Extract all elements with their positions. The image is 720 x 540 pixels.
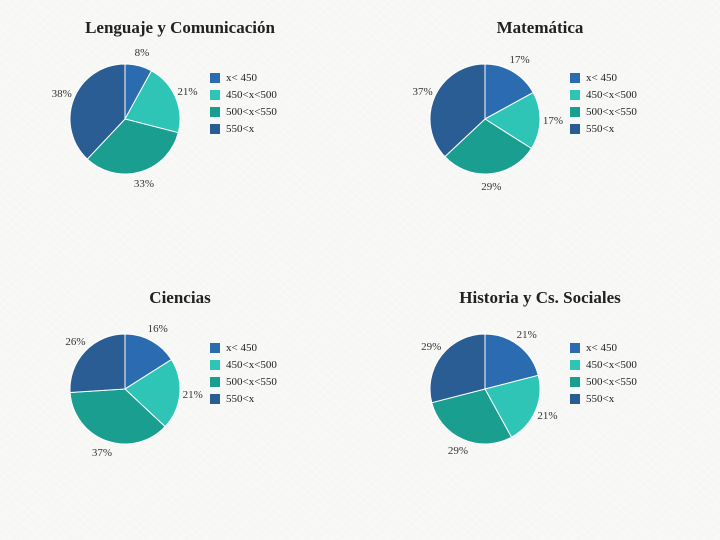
pie-pct-label: 17% bbox=[543, 115, 563, 127]
legend-row: 500<x<550 bbox=[210, 376, 277, 388]
pie-pct-label: 37% bbox=[412, 86, 432, 98]
chart-title: Ciencias bbox=[20, 288, 340, 308]
legend-swatch bbox=[570, 343, 580, 353]
legend-label: 450<x<500 bbox=[586, 89, 637, 101]
legend-label: x< 450 bbox=[226, 72, 257, 84]
legend-swatch bbox=[210, 343, 220, 353]
legend-swatch bbox=[570, 90, 580, 100]
pie-chart-ciencias: 16% 21% 37% 26% bbox=[50, 314, 200, 464]
legend-label: 500<x<550 bbox=[226, 106, 277, 118]
legend-row: 500<x<550 bbox=[570, 106, 637, 118]
chart-title: Historia y Cs. Sociales bbox=[380, 288, 700, 308]
pie-chart-lenguaje: 8% 21% 33% 38% bbox=[50, 44, 200, 194]
legend-label: x< 450 bbox=[586, 72, 617, 84]
pie-pct-label: 33% bbox=[134, 178, 154, 190]
pie-pct-label: 21% bbox=[517, 329, 537, 341]
legend-row: 500<x<550 bbox=[210, 106, 277, 118]
legend-swatch bbox=[570, 360, 580, 370]
charts-grid: Lenguaje y Comunicación 8% 21% 33% 38% x< 4… bbox=[0, 0, 720, 540]
legend-row: 550<x bbox=[570, 123, 637, 135]
legend-label: x< 450 bbox=[226, 342, 257, 354]
pie-pct-label: 29% bbox=[448, 445, 468, 457]
legend-row: 500<x<550 bbox=[570, 376, 637, 388]
pie-pct-label: 21% bbox=[537, 410, 557, 422]
legend-label: 450<x<500 bbox=[226, 89, 277, 101]
cell-matematica: Matemática 17% 17% 29% 37% x< 450 450<x<500 5… bbox=[360, 0, 720, 270]
legend-swatch bbox=[210, 360, 220, 370]
legend-row: x< 450 bbox=[210, 72, 277, 84]
cell-ciencias: Ciencias 16% 21% 37% 26% x< 450 450<x<500 500… bbox=[0, 270, 360, 540]
legend-label: x< 450 bbox=[586, 342, 617, 354]
pie-pct-label: 21% bbox=[183, 389, 203, 401]
pie-pct-label: 17% bbox=[510, 54, 530, 66]
legend-swatch bbox=[570, 107, 580, 117]
pie-pct-label: 29% bbox=[481, 181, 501, 193]
legend-row: x< 450 bbox=[570, 72, 637, 84]
pie-pct-label: 16% bbox=[148, 323, 168, 335]
legend-row: 550<x bbox=[570, 393, 637, 405]
legend-matematica: x< 450 450<x<500 500<x<550 550<x bbox=[570, 72, 637, 140]
legend-row: 450<x<500 bbox=[210, 359, 277, 371]
legend-swatch bbox=[570, 377, 580, 387]
legend-label: 450<x<500 bbox=[226, 359, 277, 371]
legend-label: 500<x<550 bbox=[586, 106, 637, 118]
pie-chart-matematica: 17% 17% 29% 37% bbox=[410, 44, 560, 194]
legend-label: 550<x bbox=[586, 393, 614, 405]
chart-title: Matemática bbox=[380, 18, 700, 38]
legend-label: 450<x<500 bbox=[586, 359, 637, 371]
pie-pct-label: 8% bbox=[135, 47, 150, 59]
chart-title: Lenguaje y Comunicación bbox=[20, 18, 340, 38]
pie-pct-label: 29% bbox=[421, 341, 441, 353]
legend-row: 550<x bbox=[210, 393, 277, 405]
legend-swatch bbox=[570, 73, 580, 83]
legend-label: 500<x<550 bbox=[226, 376, 277, 388]
pie-pct-label: 21% bbox=[177, 86, 197, 98]
legend-swatch bbox=[570, 394, 580, 404]
legend-row: 450<x<500 bbox=[570, 359, 637, 371]
legend-row: 450<x<500 bbox=[570, 89, 637, 101]
legend-label: 500<x<550 bbox=[586, 376, 637, 388]
legend-row: x< 450 bbox=[570, 342, 637, 354]
pie-pct-label: 38% bbox=[52, 88, 72, 100]
legend-swatch bbox=[210, 377, 220, 387]
legend-row: 450<x<500 bbox=[210, 89, 277, 101]
pie-chart-historia: 21% 21% 29% 29% bbox=[410, 314, 560, 464]
legend-label: 550<x bbox=[226, 393, 254, 405]
legend-swatch bbox=[210, 124, 220, 134]
cell-historia: Historia y Cs. Sociales 21% 21% 29% 29% x< … bbox=[360, 270, 720, 540]
legend-row: 550<x bbox=[210, 123, 277, 135]
legend-swatch bbox=[210, 73, 220, 83]
legend-swatch bbox=[210, 90, 220, 100]
legend-ciencias: x< 450 450<x<500 500<x<550 550<x bbox=[210, 342, 277, 410]
legend-lenguaje: x< 450 450<x<500 500<x<550 550<x bbox=[210, 72, 277, 140]
legend-historia: x< 450 450<x<500 500<x<550 550<x bbox=[570, 342, 637, 410]
legend-swatch bbox=[210, 394, 220, 404]
cell-lenguaje: Lenguaje y Comunicación 8% 21% 33% 38% x< 4… bbox=[0, 0, 360, 270]
pie-pct-label: 26% bbox=[65, 336, 85, 348]
legend-label: 550<x bbox=[226, 123, 254, 135]
legend-swatch bbox=[210, 107, 220, 117]
legend-label: 550<x bbox=[586, 123, 614, 135]
pie-pct-label: 37% bbox=[92, 447, 112, 459]
legend-swatch bbox=[570, 124, 580, 134]
legend-row: x< 450 bbox=[210, 342, 277, 354]
